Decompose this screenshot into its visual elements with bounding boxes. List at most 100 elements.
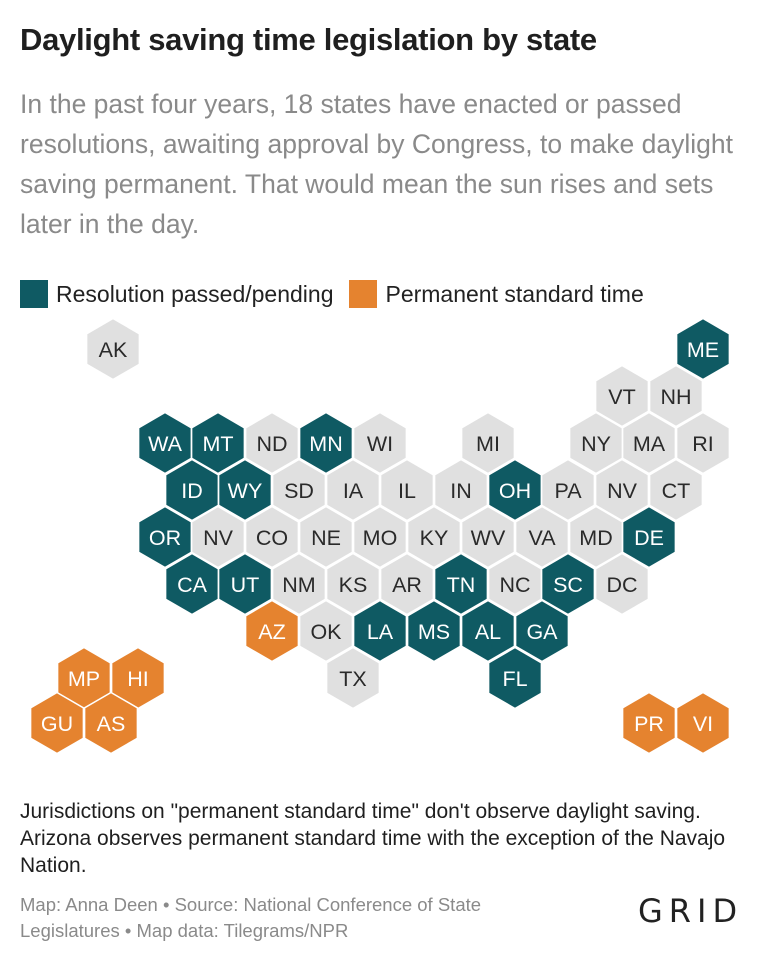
hex-tile-ut: UT	[217, 552, 273, 616]
hex-tile-vt: VT	[594, 364, 650, 428]
hex-shape	[433, 458, 489, 522]
hex-label: HI	[127, 667, 149, 691]
hex-shape	[379, 552, 435, 616]
hex-label: NV	[607, 479, 638, 503]
hex-label: SC	[553, 573, 583, 597]
hex-tile-nh: NH	[648, 364, 704, 428]
hex-shape	[675, 317, 731, 381]
hex-label: PA	[554, 479, 582, 503]
hex-tile-in: IN	[433, 458, 489, 522]
hex-shape	[325, 646, 381, 710]
legend-swatch-standard	[349, 280, 378, 308]
hex-shape	[29, 691, 85, 755]
hex-shape	[352, 505, 408, 569]
hex-label: CA	[177, 573, 208, 597]
hex-tile-al: AL	[460, 599, 516, 663]
hex-shape	[621, 505, 677, 569]
hex-tile-nc: NC	[487, 552, 543, 616]
hex-shape	[675, 691, 731, 755]
credit-line: Map: Anna Deen • Source: National Confer…	[20, 894, 482, 941]
hex-shape	[379, 458, 435, 522]
hex-shape	[433, 552, 489, 616]
hex-shape	[540, 458, 596, 522]
hex-tile-wv: WV	[460, 505, 516, 569]
hex-tile-ms: MS	[406, 599, 462, 663]
hex-shape	[271, 552, 327, 616]
hex-tile-ky: KY	[406, 505, 462, 569]
hex-tile-de: DE	[621, 505, 677, 569]
hex-label: NY	[581, 432, 611, 456]
hex-label: TN	[447, 573, 476, 597]
hex-shape	[460, 505, 516, 569]
hex-label: PR	[634, 712, 664, 736]
hex-label: MT	[202, 432, 233, 456]
hex-tile-nm: NM	[271, 552, 327, 616]
hex-shape	[514, 505, 570, 569]
hex-label: CT	[662, 479, 691, 503]
hex-tile-wy: WY	[217, 458, 273, 522]
legend-label-resolution: Resolution passed/pending	[56, 280, 334, 307]
hex-tile-mi: MI	[460, 411, 516, 475]
hex-label: MI	[476, 432, 500, 456]
hex-shape	[244, 411, 300, 475]
hex-label: WI	[367, 432, 393, 456]
hex-tile-me: ME	[675, 317, 731, 381]
hex-label: MS	[418, 620, 450, 644]
hex-label: MO	[363, 526, 398, 550]
hex-tile-az: AZ	[244, 599, 300, 663]
hex-shape	[217, 458, 273, 522]
hex-label: MA	[633, 432, 666, 456]
hex-label: IL	[398, 479, 416, 503]
hex-tile-nv: NV	[190, 505, 246, 569]
hex-shape	[460, 411, 516, 475]
hex-tile-dc: DC	[594, 552, 650, 616]
hex-shape	[298, 411, 354, 475]
hex-shape	[298, 505, 354, 569]
hex-shape	[244, 599, 300, 663]
hex-shape	[190, 411, 246, 475]
hex-label: DC	[606, 573, 637, 597]
hex-tile-ar: AR	[379, 552, 435, 616]
hex-tile-mp: MP	[56, 646, 112, 710]
hex-shape	[648, 458, 704, 522]
hex-label: AZ	[258, 620, 285, 644]
hex-tile-va: VA	[514, 505, 570, 569]
hex-label: OR	[149, 526, 181, 550]
hex-shape	[85, 317, 141, 381]
hex-tile-co: CO	[244, 505, 300, 569]
hex-label: ID	[181, 479, 203, 503]
hex-label: LA	[367, 620, 394, 644]
hex-label: AR	[392, 573, 422, 597]
hex-tile-mo: MO	[352, 505, 408, 569]
hex-tile-oh: OH	[487, 458, 543, 522]
hex-shape	[406, 505, 462, 569]
hex-label: GA	[526, 620, 558, 644]
hex-tile-tx: TX	[325, 646, 381, 710]
hex-shape	[325, 458, 381, 522]
hex-label: TX	[339, 667, 366, 691]
hex-tile-nv: NV	[594, 458, 650, 522]
hex-tile-ma: MA	[621, 411, 677, 475]
legend-label-standard: Permanent standard time	[385, 280, 644, 307]
hex-tile-ny: NY	[568, 411, 624, 475]
hex-label: IA	[343, 479, 364, 503]
hex-label: NV	[203, 526, 234, 550]
hex-tile-ga: GA	[514, 599, 570, 663]
hex-label: AL	[475, 620, 501, 644]
hex-tile-ri: RI	[675, 411, 731, 475]
hex-tile-nd: ND	[244, 411, 300, 475]
hex-shape	[352, 411, 408, 475]
hex-shape	[406, 599, 462, 663]
hex-tile-sd: SD	[271, 458, 327, 522]
hex-tile-ok: OK	[298, 599, 354, 663]
hex-tile-tn: TN	[433, 552, 489, 616]
hex-label: VI	[693, 712, 713, 736]
hex-label: DE	[634, 526, 664, 550]
hex-label: MN	[309, 432, 342, 456]
legend: Resolution passed/pending Permanent stan…	[20, 279, 660, 309]
hex-label: ND	[256, 432, 287, 456]
hex-tile-pr: PR	[621, 691, 677, 755]
legend-item-resolution: Resolution passed/pending	[20, 280, 333, 308]
hex-label: SD	[284, 479, 314, 503]
hex-tile-id: ID	[164, 458, 220, 522]
